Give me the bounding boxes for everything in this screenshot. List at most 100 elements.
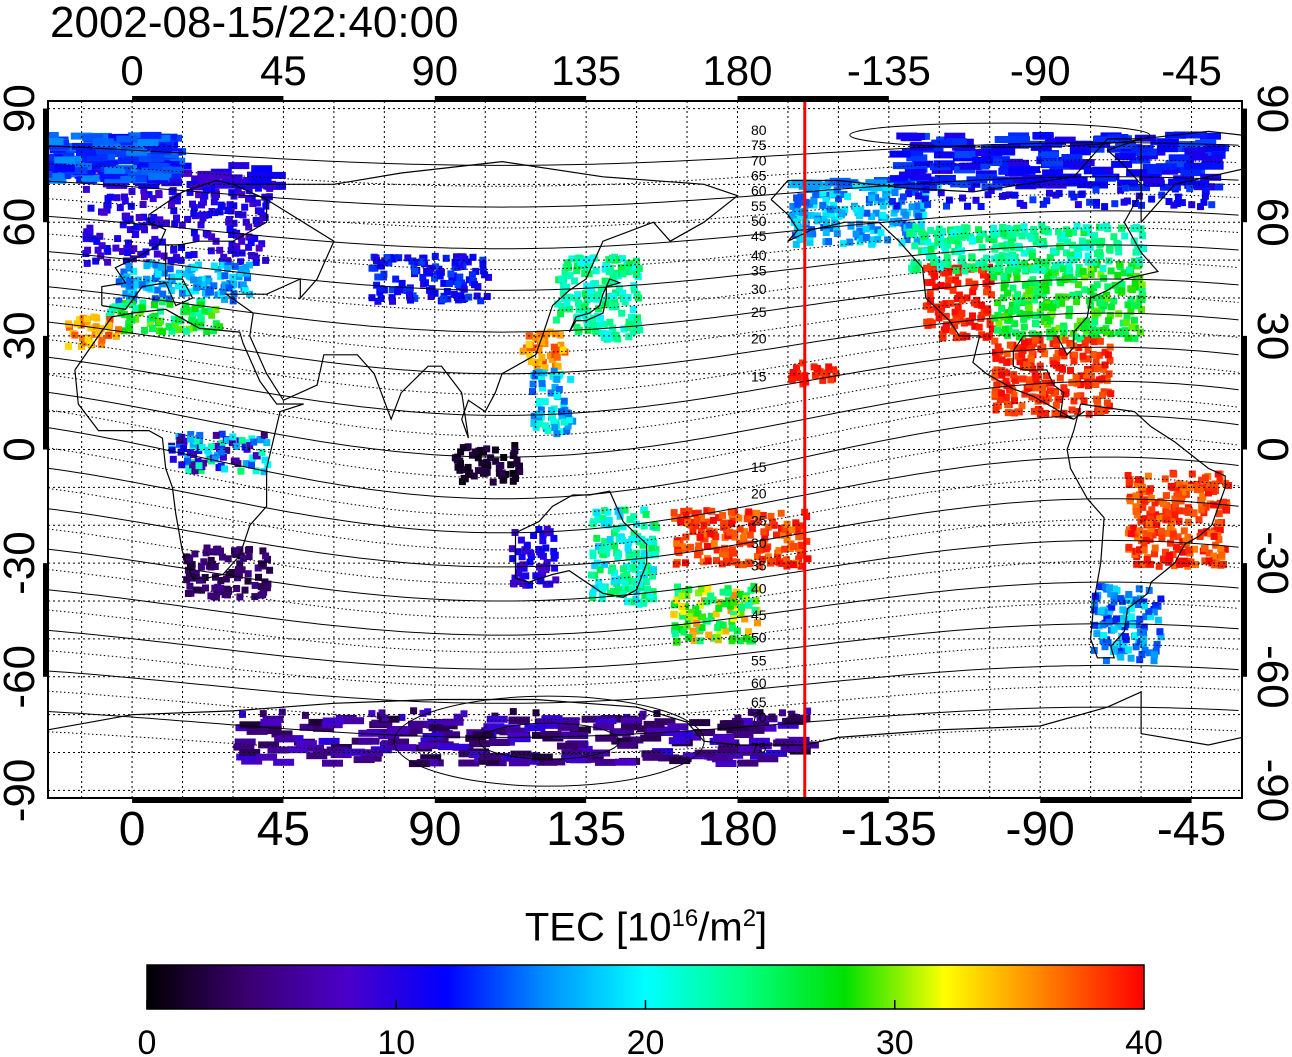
tec-cell [1210, 501, 1218, 509]
tec-cell [177, 325, 185, 333]
tec-cell [747, 540, 755, 548]
tec-cell [153, 250, 161, 258]
tec-cell [194, 443, 202, 451]
tec-cell [769, 518, 777, 526]
tec-cell [1201, 474, 1209, 482]
coastline-antarctica [48, 690, 1242, 746]
tec-cell [620, 325, 628, 333]
tec-cell [915, 192, 923, 200]
tec-cell [139, 299, 147, 307]
tec-cell [893, 202, 901, 210]
tec-cell [1090, 338, 1098, 346]
tec-cell [782, 717, 804, 725]
tec-cell [127, 288, 135, 296]
tec-cell [185, 572, 193, 580]
tec-region-australia-west [508, 525, 560, 589]
tec-cell [1081, 286, 1089, 294]
tec-cell [1077, 372, 1085, 380]
tec-cell [856, 228, 864, 236]
tec-cell [1009, 176, 1031, 184]
tec-cell [1069, 143, 1091, 151]
tec-cell [627, 314, 635, 322]
tec-cell [1167, 539, 1174, 547]
tec-cell [1164, 509, 1172, 517]
tec-cell [798, 541, 806, 549]
tec-cell [728, 520, 736, 528]
tec-cell [781, 545, 789, 553]
mlat-contour [48, 727, 1239, 755]
mlat-contour [48, 560, 1239, 619]
tec-cell [1184, 533, 1192, 541]
tec-cell [1104, 283, 1112, 291]
tec-cell [208, 185, 215, 193]
tec-cell [639, 541, 647, 549]
tec-cell [592, 267, 600, 275]
tec-cell [152, 261, 160, 269]
tec-cell [1120, 198, 1128, 206]
tec-cell [230, 457, 238, 465]
tec-cell [398, 279, 406, 287]
tec-cell [394, 288, 402, 296]
tec-cell [231, 262, 239, 270]
tec-cell [1051, 326, 1059, 334]
tec-cell [727, 724, 749, 732]
tec-cell [951, 308, 959, 316]
tec-cell [589, 314, 597, 322]
tec-cell [259, 212, 267, 220]
tec-cell [642, 510, 650, 518]
tec-cell [408, 760, 430, 768]
tec-cell [898, 239, 906, 247]
tec-cell [97, 341, 105, 349]
tec-cell [187, 431, 195, 438]
tec-cell [949, 286, 957, 294]
tec-cell [1012, 306, 1020, 314]
tec-cell [697, 528, 705, 535]
tec-cell [252, 216, 260, 224]
tec-cell [93, 237, 101, 245]
mlat-label-north: 55 [751, 198, 767, 214]
tec-cell [1050, 360, 1058, 368]
tec-cell [410, 263, 418, 271]
tec-cell [504, 754, 526, 762]
tec-cell [84, 143, 105, 151]
tec-cell [162, 219, 170, 227]
tec-cell [760, 539, 768, 547]
tec-cell [438, 743, 459, 751]
tec-cell [643, 720, 665, 728]
tec-cell [189, 183, 211, 191]
tec-cell [670, 509, 678, 517]
tec-cell [552, 576, 560, 584]
tec-cell [1118, 632, 1126, 640]
tec-cell [160, 252, 168, 260]
tec-cell [408, 720, 429, 728]
tec-cell [732, 731, 754, 738]
tec-cell [217, 577, 225, 584]
tec-cell [535, 399, 543, 407]
tec-cell [1070, 397, 1078, 405]
tec-cell [1121, 184, 1129, 192]
mlat-contour [48, 346, 1239, 416]
tec-cell [602, 549, 610, 557]
tec-cell [464, 463, 472, 471]
tec-cell [140, 213, 148, 221]
tec-cell [263, 439, 271, 447]
tec-cell [48, 170, 53, 178]
tec-cell [773, 531, 780, 539]
tec-cell [607, 297, 615, 305]
tec-cell [1145, 531, 1152, 539]
tec-cell [194, 458, 202, 465]
tec-cell [937, 309, 945, 317]
tec-cell [564, 422, 572, 430]
tec-cell [197, 315, 205, 323]
tec-cell [679, 612, 687, 620]
tec-cell [1115, 310, 1123, 318]
tec-cell [610, 587, 617, 595]
tec-cell [777, 509, 785, 517]
tec-cell [115, 326, 122, 334]
tec-cell [863, 209, 871, 217]
tec-cell [644, 563, 652, 571]
tec-cell [1152, 647, 1160, 655]
tec-cell [1002, 393, 1010, 401]
tec-cell [219, 261, 227, 269]
tec-cell [176, 436, 184, 444]
